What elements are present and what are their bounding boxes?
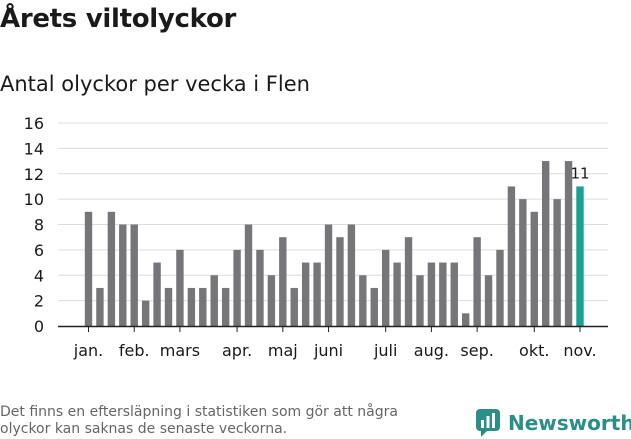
bar-highlight <box>576 186 584 326</box>
bar <box>427 262 436 326</box>
x-axis-ticks: jan. feb. mars apr. maj juni juli aug. sep. okt. n… <box>73 326 597 360</box>
bar <box>553 199 561 326</box>
bar <box>404 237 413 326</box>
bar <box>96 287 104 326</box>
x-tick-label: maj <box>268 341 298 360</box>
bar <box>244 224 253 326</box>
bar-chart: 0 2 4 6 8 10 12 14 16 11 jan. feb. mars apr. maj juni… <box>24 114 608 360</box>
footnote: Det finns en eftersläpning i statistiken… <box>0 404 398 437</box>
y-tick-label: 2 <box>34 292 44 311</box>
bar <box>530 211 538 326</box>
bar <box>496 249 504 326</box>
bar <box>153 262 161 326</box>
bar <box>336 237 344 326</box>
bar <box>256 249 264 326</box>
bar <box>130 224 138 326</box>
x-tick-label: mars <box>160 341 200 360</box>
bar <box>484 275 493 326</box>
brand[interactable]: Newsworthy <box>476 408 631 438</box>
bar <box>381 249 390 326</box>
x-tick-label: sep. <box>460 341 493 360</box>
bar <box>164 287 173 326</box>
bar <box>324 224 333 326</box>
page-title: Årets viltolyckor <box>0 4 237 34</box>
grid-lines <box>58 122 608 302</box>
y-tick-label: 8 <box>34 216 44 235</box>
bar <box>176 249 184 326</box>
bar <box>233 249 241 326</box>
bar <box>290 287 298 326</box>
bar <box>301 262 310 326</box>
y-tick-label: 4 <box>34 266 44 285</box>
bar <box>107 211 116 326</box>
bars: 11 <box>84 161 590 326</box>
bar <box>370 287 378 326</box>
x-tick-label: juli <box>373 341 397 360</box>
x-tick-label: apr. <box>222 341 252 360</box>
bar <box>84 211 93 326</box>
bar <box>393 262 401 326</box>
x-tick-label: okt. <box>519 341 549 360</box>
bar <box>141 300 150 326</box>
chart-subtitle: Antal olyckor per vecka i Flen <box>0 72 310 96</box>
y-tick-label: 0 <box>34 317 44 336</box>
brand-name: Newsworthy <box>508 411 631 435</box>
bar-value-label: 11 <box>570 164 589 182</box>
bar <box>542 161 550 326</box>
bar-chart-bubble-icon <box>476 409 500 437</box>
bar <box>519 199 527 326</box>
bar <box>119 224 127 326</box>
y-tick-label: 10 <box>24 190 44 209</box>
bar <box>187 287 196 326</box>
bar <box>347 224 356 326</box>
bar <box>461 313 470 326</box>
x-tick-label: juni <box>313 341 343 360</box>
bar <box>450 262 458 326</box>
bar <box>210 275 218 326</box>
bar <box>279 237 287 326</box>
x-tick-label: jan. <box>73 341 103 360</box>
y-tick-label: 14 <box>24 139 44 158</box>
y-tick-label: 12 <box>24 165 44 184</box>
bar <box>199 287 207 326</box>
bar <box>359 275 367 326</box>
y-tick-label: 6 <box>34 241 44 260</box>
x-tick-label: aug. <box>414 341 449 360</box>
bar <box>564 161 573 326</box>
x-tick-label: nov. <box>563 341 596 360</box>
bar <box>313 262 321 326</box>
bar <box>439 262 447 326</box>
y-tick-label: 16 <box>24 114 44 133</box>
bar <box>507 186 516 326</box>
y-axis-ticks: 0 2 4 6 8 10 12 14 16 <box>24 114 44 336</box>
x-tick-label: feb. <box>119 341 150 360</box>
bar <box>267 275 276 326</box>
bar <box>416 275 424 326</box>
bar <box>221 287 230 326</box>
bar <box>473 237 481 326</box>
